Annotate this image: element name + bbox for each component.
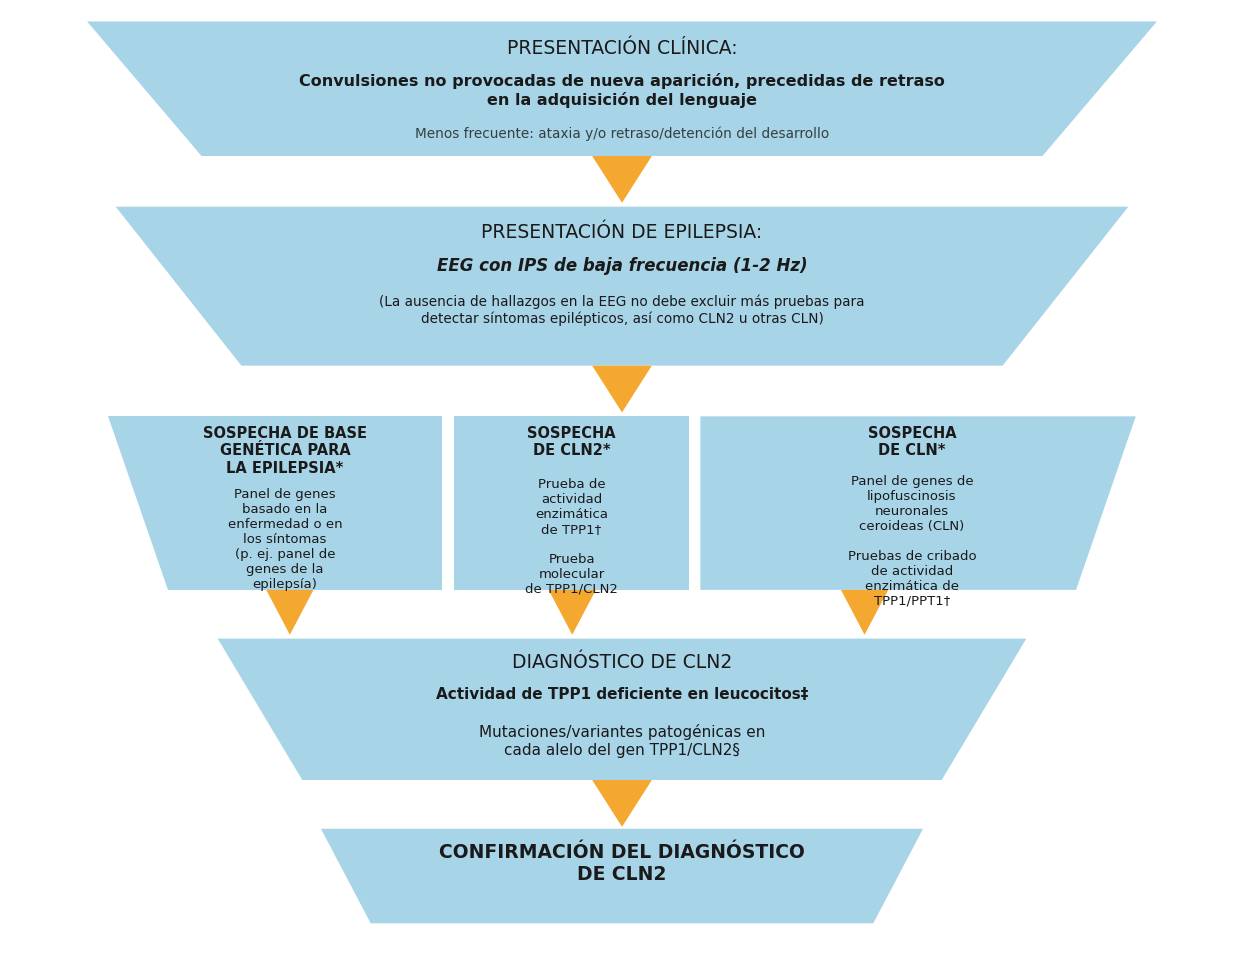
Polygon shape <box>218 639 1026 780</box>
Text: SOSPECHA DE BASE
GENÉTICA PARA
LA EPILEPSIA*: SOSPECHA DE BASE GENÉTICA PARA LA EPILEP… <box>203 426 367 476</box>
Polygon shape <box>592 780 652 827</box>
Text: Convulsiones no provocadas de nueva aparición, precedidas de retraso
en la adqui: Convulsiones no provocadas de nueva apar… <box>299 73 945 107</box>
Polygon shape <box>592 156 652 203</box>
Polygon shape <box>592 366 652 412</box>
Text: Panel de genes
basado en la
enfermedad o en
los síntomas
(p. ej. panel de
genes : Panel de genes basado en la enfermedad o… <box>228 488 342 591</box>
Text: PRESENTACIÓN CLÍNICA:: PRESENTACIÓN CLÍNICA: <box>506 39 738 58</box>
Text: SOSPECHA
DE CLN*: SOSPECHA DE CLN* <box>867 426 957 458</box>
Text: Mutaciones/variantes patogénicas en
cada alelo del gen TPP1/CLN2§: Mutaciones/variantes patogénicas en cada… <box>479 724 765 758</box>
Text: EEG con IPS de baja frecuencia (1-2 Hz): EEG con IPS de baja frecuencia (1-2 Hz) <box>437 257 807 275</box>
Polygon shape <box>108 416 442 590</box>
Text: DIAGNÓSTICO DE CLN2: DIAGNÓSTICO DE CLN2 <box>511 653 733 672</box>
Text: SOSPECHA
DE CLN2*: SOSPECHA DE CLN2* <box>527 426 616 458</box>
Polygon shape <box>87 21 1157 156</box>
Polygon shape <box>549 590 596 635</box>
Polygon shape <box>321 829 923 923</box>
Text: Panel de genes de
lipofuscinosis
neuronales
ceroideas (CLN)

Pruebas de cribado
: Panel de genes de lipofuscinosis neurona… <box>847 475 977 607</box>
Polygon shape <box>454 416 689 590</box>
Text: PRESENTACIÓN DE EPILEPSIA:: PRESENTACIÓN DE EPILEPSIA: <box>481 223 763 242</box>
Polygon shape <box>841 590 888 635</box>
Text: Actividad de TPP1 deficiente en leucocitos‡: Actividad de TPP1 deficiente en leucocit… <box>435 687 809 702</box>
Polygon shape <box>700 416 1136 590</box>
Text: (La ausencia de hallazgos en la EEG no debe excluir más pruebas para
detectar sí: (La ausencia de hallazgos en la EEG no d… <box>379 294 865 326</box>
Polygon shape <box>116 207 1128 366</box>
Polygon shape <box>266 590 313 635</box>
Text: CONFIRMACIÓN DEL DIAGNÓSTICO
DE CLN2: CONFIRMACIÓN DEL DIAGNÓSTICO DE CLN2 <box>439 843 805 884</box>
Text: Prueba de
actividad
enzimática
de TPP1†

Prueba
molecular
de TPP1/CLN2: Prueba de actividad enzimática de TPP1† … <box>525 478 618 596</box>
Text: Menos frecuente: ataxia y/o retraso/detención del desarrollo: Menos frecuente: ataxia y/o retraso/dete… <box>415 127 829 141</box>
